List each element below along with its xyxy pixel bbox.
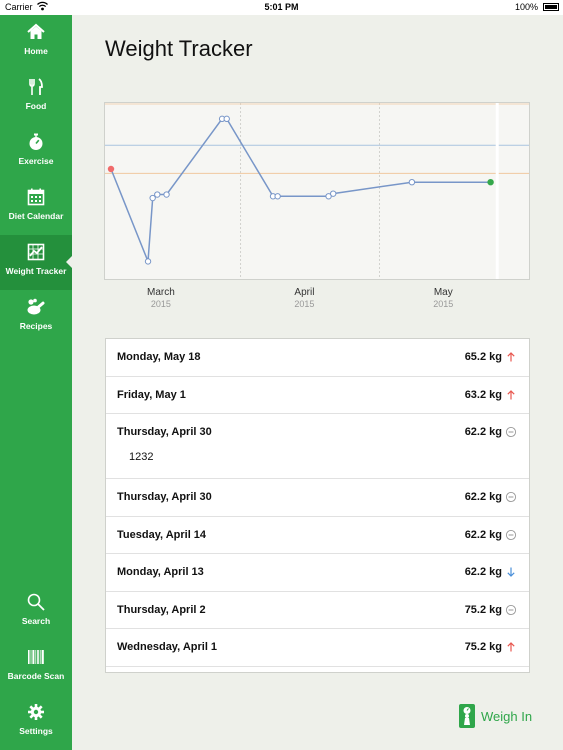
search-icon [27, 593, 45, 611]
active-indicator [66, 256, 72, 268]
trend-same-icon [505, 529, 517, 540]
weight-chart-icon [27, 243, 45, 261]
sidebar-item-exercise[interactable]: Exercise [0, 125, 72, 180]
sidebar-item-food[interactable]: Food [0, 70, 72, 125]
trend-same-icon [505, 426, 517, 438]
trend-up-icon [507, 389, 515, 399]
sidebar-item-label: Weight Tracker [5, 266, 67, 276]
page-title: Weight Tracker [105, 36, 253, 61]
trend-same-icon [505, 491, 517, 503]
battery-percent: 100% [514, 2, 538, 12]
sidebar-item-home[interactable]: Home [0, 15, 72, 70]
weight-entry-row[interactable]: Thursday, April 2 75.2 kg [106, 592, 529, 629]
sidebar-item-diet-calendar[interactable]: Diet Calendar [0, 180, 72, 235]
entry-weight: 63.2 kg [464, 388, 502, 401]
weight-entry-row[interactable]: Monday, April 13 62.2 kg [106, 554, 529, 592]
data-point-start [107, 165, 115, 173]
weight-entry-row[interactable]: Wednesday, April 1 75.2 kg [106, 629, 529, 667]
calendar-icon [27, 188, 45, 206]
data-point [274, 193, 281, 200]
x-axis-year: 2015 [433, 299, 454, 309]
entry-date: Monday, April 13 [117, 566, 204, 578]
entry-weight: 62.2 kg [464, 426, 502, 438]
entry-date: Friday, May 1 [117, 388, 186, 401]
data-point [149, 194, 156, 202]
barcode-icon [28, 650, 44, 664]
data-point [408, 179, 416, 186]
weight-entry-row[interactable]: Friday, May 1 63.2 kg [106, 377, 529, 414]
entry-date: Thursday, April 2 [117, 603, 206, 616]
sidebar: Home Food Exercise Diet Calendar Weight Trac… [0, 15, 72, 750]
scale-icon [459, 704, 475, 728]
weight-entry-list: Monday, May 18 65.2 kg Friday, May 1 63.2 k… [105, 338, 530, 673]
sidebar-item-label: Food [25, 101, 47, 111]
weight-entry-row[interactable]: Monday, May 18 65.2 kg [106, 339, 529, 377]
trend-down-icon [507, 567, 515, 577]
x-axis-label: March 2015 [126, 287, 196, 309]
entry-weight: 62.2 kg [464, 566, 502, 578]
weight-entry-row[interactable]: Tuesday, April 14 62.2 kg [106, 517, 529, 554]
sidebar-item-barcode-scan[interactable]: Barcode Scan [0, 640, 72, 695]
gear-icon [28, 704, 44, 720]
x-axis-label: April 2015 [269, 287, 339, 309]
data-point [325, 193, 332, 200]
entry-date: Thursday, April 30 [117, 491, 212, 503]
sidebar-item-label: Barcode Scan [7, 671, 65, 681]
status-bar: Carrier 5:01 PM 100% [0, 0, 563, 15]
entry-date: Tuesday, April 14 [117, 528, 207, 541]
fork-knife-icon [29, 78, 43, 95]
sidebar-item-settings[interactable]: Settings [0, 695, 72, 750]
entry-date: Monday, May 18 [117, 351, 201, 363]
x-axis-month: March [147, 287, 175, 298]
status-time: 5:01 PM [264, 2, 299, 12]
entry-weight: 62.2 kg [464, 528, 502, 541]
data-point [330, 190, 337, 197]
battery-icon [543, 3, 559, 11]
entry-weight: 75.2 kg [464, 641, 502, 653]
entry-weight: 75.2 kg [464, 603, 502, 616]
sidebar-item-label: Settings [19, 726, 53, 736]
wifi-icon [37, 1, 48, 11]
weight-entry-row[interactable]: Thursday, April 30 62.2 kg 1232 [106, 414, 529, 479]
weigh-in-label: Weigh In [481, 709, 533, 724]
sidebar-item-recipes[interactable]: Recipes [0, 290, 72, 345]
sidebar-item-label: Home [24, 46, 48, 56]
sidebar-item-label: Diet Calendar [8, 211, 64, 221]
recipes-icon [27, 298, 45, 315]
trend-up-icon [507, 642, 515, 652]
sidebar-item-weight-tracker[interactable]: Weight Tracker [0, 235, 72, 290]
data-point [154, 191, 161, 198]
x-axis-year: 2015 [294, 299, 315, 309]
weight-chart-plot [105, 103, 529, 279]
x-axis-month: April [294, 287, 315, 298]
trend-up-icon [507, 352, 515, 362]
x-axis-label: May 2015 [408, 287, 478, 309]
entry-date: Wednesday, April 1 [117, 641, 218, 653]
entry-date: Thursday, April 30 [117, 426, 212, 438]
weight-series-line [110, 118, 491, 262]
sidebar-item-search[interactable]: Search [0, 585, 72, 640]
entry-note: 1232 [129, 451, 154, 463]
trend-same-icon [505, 604, 517, 615]
home-icon [27, 23, 45, 39]
data-point [223, 115, 230, 123]
x-axis-month: May [433, 287, 453, 298]
sidebar-item-label: Search [21, 616, 51, 626]
weight-chart[interactable] [104, 102, 530, 280]
stopwatch-icon [29, 133, 43, 150]
data-point [163, 191, 170, 198]
x-axis-year: 2015 [150, 299, 171, 309]
entry-weight: 65.2 kg [464, 351, 502, 363]
carrier-label: Carrier [5, 2, 33, 12]
sidebar-item-label: Recipes [19, 321, 53, 331]
weight-entry-row[interactable]: Thursday, April 30 62.2 kg [106, 479, 529, 517]
sidebar-item-label: Exercise [18, 156, 54, 166]
data-point [144, 258, 152, 265]
data-point-current [487, 179, 494, 186]
entry-weight: 62.2 kg [464, 491, 502, 503]
